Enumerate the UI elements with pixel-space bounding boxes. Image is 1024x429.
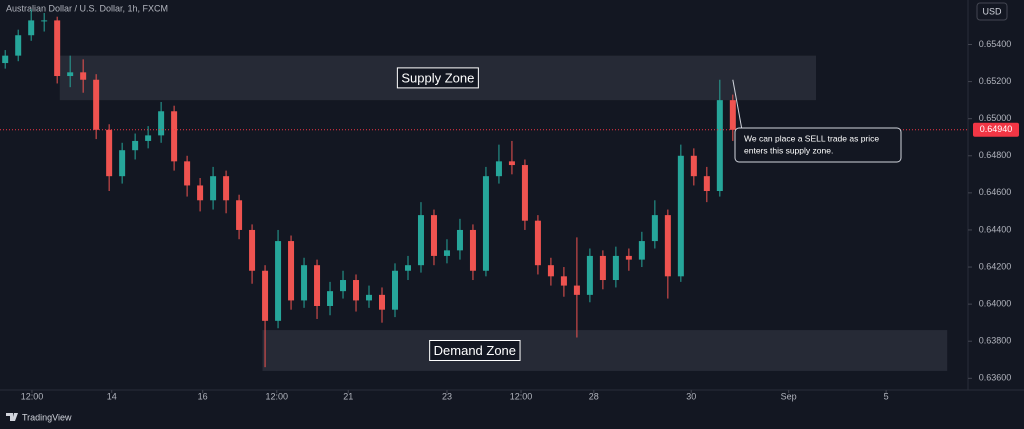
candle-body (366, 294, 373, 301)
candle-body (288, 241, 295, 301)
y-tick-label: 0.64600 (979, 187, 1012, 197)
brand: TradingView (22, 412, 72, 422)
candle-body (521, 165, 528, 221)
x-tick-label: 12:00 (510, 391, 533, 401)
candle-body (417, 215, 424, 266)
candle-body (677, 155, 684, 277)
candle-body (249, 229, 256, 271)
candle-body (353, 280, 360, 301)
candle-body (132, 140, 139, 151)
candle-body (560, 276, 567, 286)
candle-body (534, 220, 541, 266)
candle-body (171, 111, 178, 162)
candle-body (80, 72, 87, 80)
annotation-text: We can place a SELL trade as price (744, 133, 879, 143)
candle-body (28, 20, 35, 36)
y-tick-label: 0.65400 (979, 39, 1012, 49)
candle-body (67, 72, 74, 77)
candle-body (301, 265, 308, 301)
y-tick-label: 0.63600 (979, 373, 1012, 383)
candle-body (236, 200, 243, 230)
y-tick-label: 0.64800 (979, 150, 1012, 160)
candle-body (651, 215, 658, 242)
last-price-label: 0.64940 (980, 124, 1013, 134)
candle-body (327, 291, 334, 306)
candle-body (184, 161, 191, 186)
candle-body (145, 135, 152, 141)
candle-body (638, 241, 645, 260)
candle-body (495, 161, 502, 177)
zone-label: Demand Zone (429, 339, 521, 361)
y-tick-label: 0.64400 (979, 224, 1012, 234)
annotation-box (734, 127, 902, 163)
candle-body (664, 215, 671, 277)
x-tick-label: 14 (107, 391, 117, 401)
annotation-pointer (732, 79, 743, 131)
x-tick-label: 5 (884, 391, 889, 401)
x-tick-label: 16 (198, 391, 208, 401)
zone (262, 330, 948, 371)
candle-body (15, 35, 22, 56)
candle-body (314, 265, 321, 306)
x-tick-label: 28 (589, 391, 599, 401)
candle-body (119, 150, 126, 177)
y-tick-label: 0.64200 (979, 261, 1012, 271)
candle-body (158, 111, 165, 136)
candle-body (93, 79, 100, 130)
zone-label-text: Supply Zone (401, 70, 474, 85)
y-tick-label: 0.63800 (979, 336, 1012, 346)
candle-body (547, 265, 554, 277)
x-tick-label: 12:00 (21, 391, 44, 401)
candle-body (340, 280, 347, 292)
candle-body (210, 176, 217, 201)
candle-body (508, 161, 515, 166)
x-tick-label: Sep (781, 391, 797, 401)
candle-body (197, 185, 204, 201)
candle-body (729, 100, 736, 130)
candle-body (2, 55, 9, 64)
y-tick-label: 0.65000 (979, 113, 1012, 123)
x-tick-label: 23 (442, 391, 452, 401)
candle-body (469, 229, 476, 271)
zone-label: Supply Zone (396, 67, 479, 89)
candle-body (456, 229, 463, 251)
chart-title: Australian Dollar / U.S. Dollar, 1h, FXC… (6, 3, 168, 13)
candle-body (612, 255, 619, 281)
candle-body (482, 176, 489, 271)
candle-body (379, 294, 386, 310)
candle-body (41, 20, 48, 22)
zone-label-text: Demand Zone (434, 343, 516, 358)
candle-body (262, 270, 269, 321)
candle-body (54, 20, 61, 77)
candle-body (106, 129, 113, 177)
x-tick-label: 30 (686, 391, 696, 401)
zone-label-box (396, 67, 479, 89)
candle-body (586, 255, 593, 295)
candle-body (625, 255, 632, 260)
brand-logo (6, 413, 18, 421)
candle-body (703, 176, 710, 192)
candle-body (573, 285, 580, 295)
x-tick-label: 21 (343, 391, 353, 401)
candle-body (391, 270, 398, 310)
candle-body (443, 250, 450, 256)
currency-button[interactable] (976, 2, 1008, 21)
last-price-box (973, 122, 1019, 137)
candle-body (716, 100, 723, 192)
plot: Supply Zone Demand Zone We can place a SEL… (0, 9, 968, 371)
candle-body (275, 241, 282, 321)
candle-body (599, 255, 606, 281)
candle-body (223, 176, 230, 201)
currency-label: USD (982, 6, 1002, 16)
x-tick-label: 12:00 (265, 391, 288, 401)
candle-body (404, 265, 411, 271)
candle-body (690, 155, 697, 177)
annotation-text: enters this supply zone. (744, 145, 833, 155)
y-tick-label: 0.65200 (979, 76, 1012, 86)
candle-body (430, 215, 437, 256)
y-tick-label: 0.64000 (979, 299, 1012, 309)
zone-label-box (429, 339, 521, 361)
